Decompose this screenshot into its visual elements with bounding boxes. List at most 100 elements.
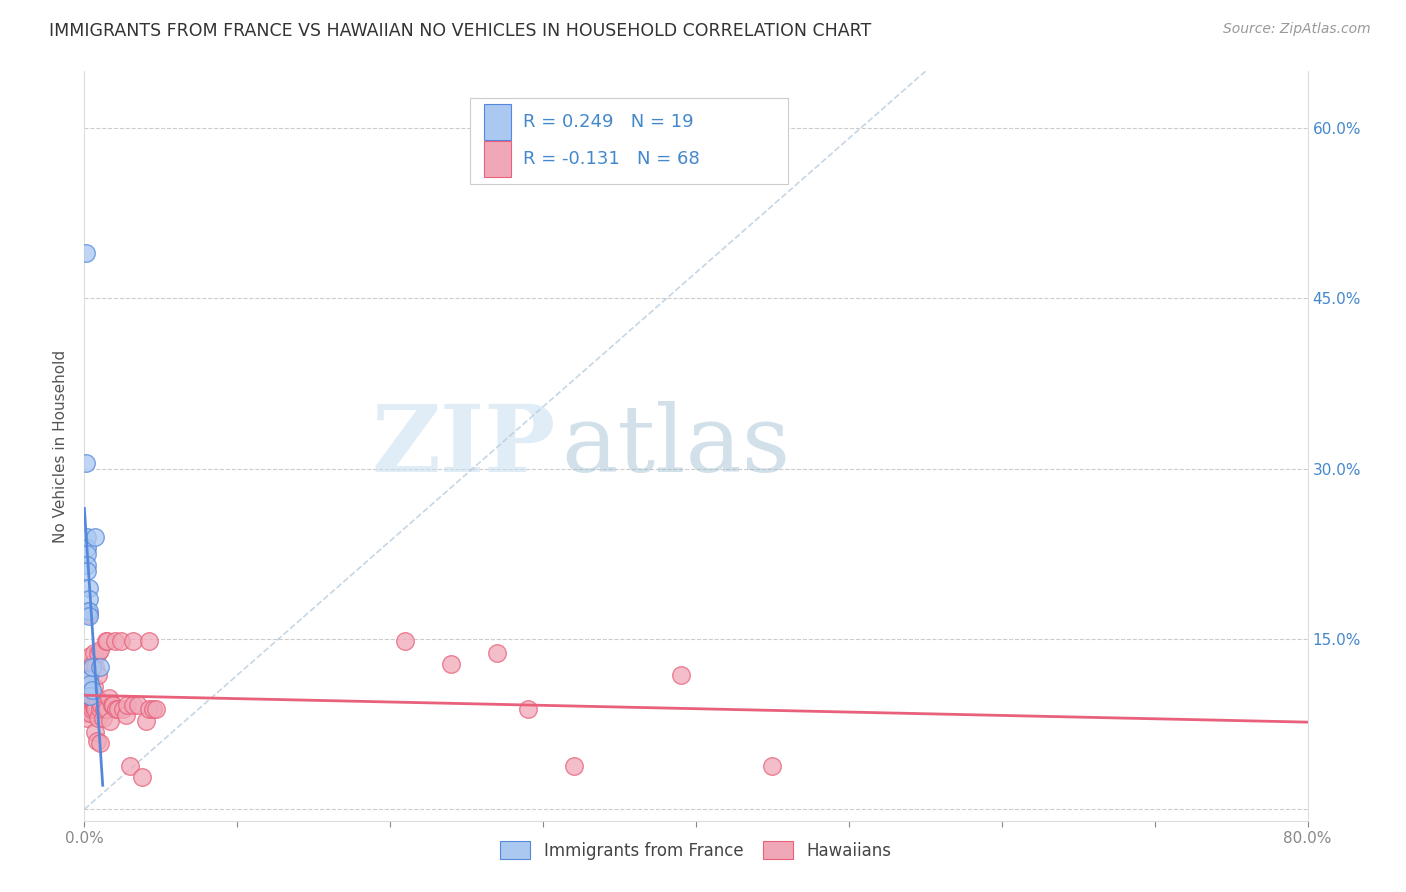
Point	[79, 648, 101, 663]
Point	[122, 698, 145, 712]
Point	[562, 759, 585, 773]
Text: atlas: atlas	[561, 401, 790, 491]
Point	[76, 547, 98, 561]
Point	[138, 634, 160, 648]
Point	[104, 634, 127, 648]
Point	[440, 657, 463, 671]
Point	[79, 706, 101, 720]
Point	[110, 634, 132, 648]
Point	[80, 660, 103, 674]
Point	[80, 657, 103, 671]
Point	[75, 689, 97, 703]
Point	[142, 702, 165, 716]
Point	[115, 698, 138, 712]
Point	[79, 668, 101, 682]
Point	[80, 683, 103, 698]
Point	[90, 698, 112, 712]
Text: IMMIGRANTS FROM FRANCE VS HAWAIIAN NO VEHICLES IN HOUSEHOLD CORRELATION CHART: IMMIGRANTS FROM FRANCE VS HAWAIIAN NO VE…	[49, 22, 872, 40]
Y-axis label: No Vehicles in Household: No Vehicles in Household	[53, 350, 69, 542]
Point	[80, 698, 103, 712]
Text: R = -0.131   N = 68: R = -0.131 N = 68	[523, 150, 700, 168]
Point	[394, 634, 416, 648]
Point	[96, 702, 118, 716]
Point	[145, 702, 167, 716]
Point	[77, 702, 100, 716]
FancyBboxPatch shape	[484, 103, 512, 139]
Point	[84, 660, 107, 674]
Point	[75, 456, 97, 470]
Point	[107, 702, 129, 716]
Point	[76, 541, 98, 556]
Point	[89, 736, 111, 750]
Point	[75, 246, 97, 260]
Point	[89, 660, 111, 674]
Point	[105, 702, 128, 716]
Point	[98, 714, 121, 728]
Point	[84, 702, 107, 716]
Point	[77, 607, 100, 621]
Point	[84, 725, 107, 739]
Point	[75, 694, 97, 708]
Point	[122, 634, 145, 648]
Point	[84, 530, 107, 544]
Point	[87, 711, 110, 725]
Point	[76, 700, 98, 714]
Point	[76, 530, 98, 544]
Point	[76, 691, 98, 706]
Point	[94, 634, 117, 648]
Point	[101, 698, 124, 712]
Point	[76, 558, 98, 573]
Point	[77, 604, 100, 618]
Point	[131, 771, 153, 785]
Point	[127, 698, 149, 712]
Point	[83, 680, 105, 694]
Point	[76, 711, 98, 725]
Point	[77, 581, 100, 595]
Point	[80, 702, 103, 716]
Point	[135, 714, 157, 728]
Point	[84, 698, 107, 712]
Point	[77, 700, 100, 714]
FancyBboxPatch shape	[470, 97, 787, 184]
Point	[91, 711, 114, 725]
Point	[89, 702, 111, 716]
Point	[83, 700, 105, 714]
Point	[111, 702, 134, 716]
Point	[120, 759, 142, 773]
Point	[83, 646, 105, 660]
Point	[138, 702, 160, 716]
Point	[79, 689, 101, 703]
Point	[77, 694, 100, 708]
Point	[79, 689, 101, 703]
Point	[76, 604, 98, 618]
FancyBboxPatch shape	[484, 141, 512, 177]
Point	[114, 708, 136, 723]
Point	[87, 646, 110, 660]
Point	[77, 680, 100, 694]
Point	[761, 759, 783, 773]
Point	[86, 734, 108, 748]
Point	[93, 702, 115, 716]
Point	[77, 609, 100, 624]
Point	[103, 698, 125, 712]
Point	[97, 691, 120, 706]
Point	[89, 643, 111, 657]
Point	[486, 646, 509, 660]
Point	[77, 592, 100, 607]
Point	[76, 564, 98, 578]
Point	[80, 694, 103, 708]
Legend: Immigrants from France, Hawaiians: Immigrants from France, Hawaiians	[494, 835, 898, 866]
Point	[86, 691, 108, 706]
Text: R = 0.249   N = 19: R = 0.249 N = 19	[523, 112, 695, 130]
Point	[79, 677, 101, 691]
Point	[516, 702, 538, 716]
Text: ZIP: ZIP	[371, 401, 555, 491]
Point	[87, 668, 110, 682]
Text: Source: ZipAtlas.com: Source: ZipAtlas.com	[1223, 22, 1371, 37]
Point	[77, 672, 100, 686]
Point	[83, 697, 105, 711]
Point	[76, 706, 98, 720]
Point	[96, 634, 118, 648]
Point	[79, 698, 101, 712]
Point	[669, 668, 692, 682]
